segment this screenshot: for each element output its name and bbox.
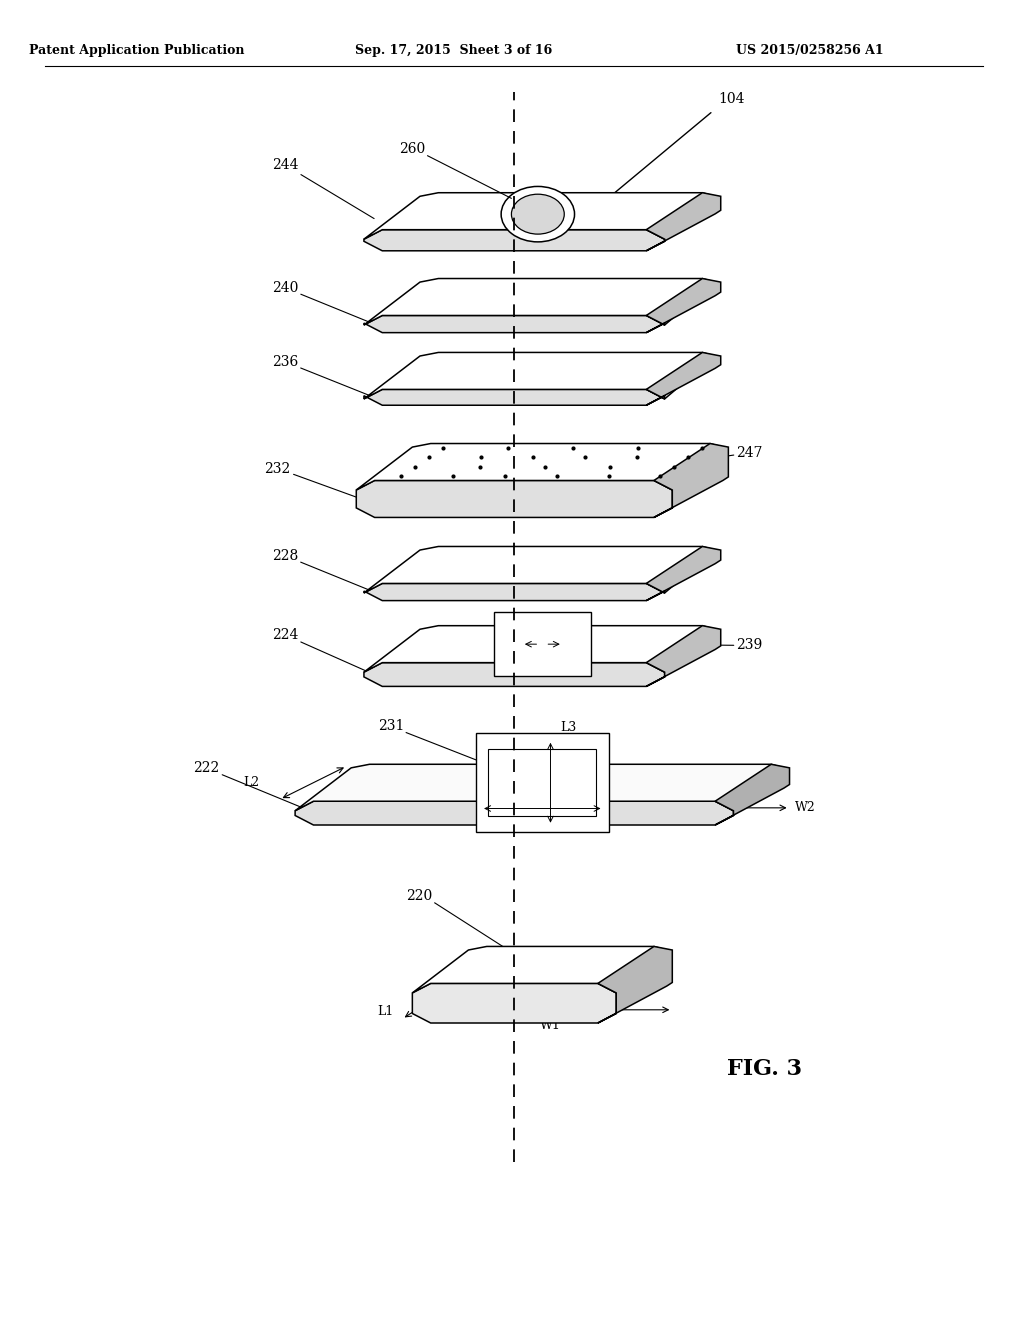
Text: 260: 260 <box>399 143 426 156</box>
Polygon shape <box>295 764 784 810</box>
Text: 236: 236 <box>271 355 374 397</box>
Polygon shape <box>364 626 715 672</box>
Text: FIG. 3: FIG. 3 <box>727 1059 802 1080</box>
Text: 222: 222 <box>194 762 315 813</box>
Polygon shape <box>413 946 667 993</box>
Polygon shape <box>413 983 616 1023</box>
Text: 244: 244 <box>271 158 374 219</box>
Text: L1: L1 <box>378 1005 394 1018</box>
Polygon shape <box>646 352 721 405</box>
Polygon shape <box>476 734 608 832</box>
Text: 240: 240 <box>271 281 374 325</box>
Polygon shape <box>646 193 721 251</box>
Polygon shape <box>654 444 728 517</box>
Polygon shape <box>364 279 715 325</box>
Text: US 2015/0258256 A1: US 2015/0258256 A1 <box>736 44 884 57</box>
Polygon shape <box>364 315 665 333</box>
Text: Patent Application Publication: Patent Application Publication <box>30 44 245 57</box>
Polygon shape <box>646 626 721 686</box>
Polygon shape <box>364 546 715 593</box>
Polygon shape <box>356 444 723 490</box>
Text: 239: 239 <box>611 639 763 652</box>
Ellipse shape <box>501 186 574 242</box>
Text: W1: W1 <box>540 1019 561 1032</box>
Polygon shape <box>646 546 721 601</box>
Polygon shape <box>356 480 673 517</box>
Text: W2: W2 <box>795 801 815 814</box>
Polygon shape <box>364 663 665 686</box>
Text: 247: 247 <box>712 446 763 459</box>
Polygon shape <box>364 193 715 239</box>
Polygon shape <box>494 612 591 676</box>
Polygon shape <box>646 279 721 333</box>
Text: 224: 224 <box>271 628 374 675</box>
Text: 228: 228 <box>271 549 374 591</box>
Polygon shape <box>598 946 673 1023</box>
Polygon shape <box>715 764 790 825</box>
Text: 232: 232 <box>264 462 361 499</box>
Text: L3: L3 <box>561 721 577 734</box>
Text: L2: L2 <box>244 776 259 789</box>
Text: 220: 220 <box>407 890 433 903</box>
Ellipse shape <box>511 194 564 234</box>
Polygon shape <box>364 230 665 251</box>
Text: W3: W3 <box>530 816 551 829</box>
Text: 104: 104 <box>718 92 744 106</box>
Text: Sep. 17, 2015  Sheet 3 of 16: Sep. 17, 2015 Sheet 3 of 16 <box>354 44 552 57</box>
Text: 231: 231 <box>378 719 404 733</box>
Polygon shape <box>364 583 665 601</box>
Polygon shape <box>364 389 665 405</box>
Polygon shape <box>364 352 715 399</box>
Polygon shape <box>295 801 733 825</box>
